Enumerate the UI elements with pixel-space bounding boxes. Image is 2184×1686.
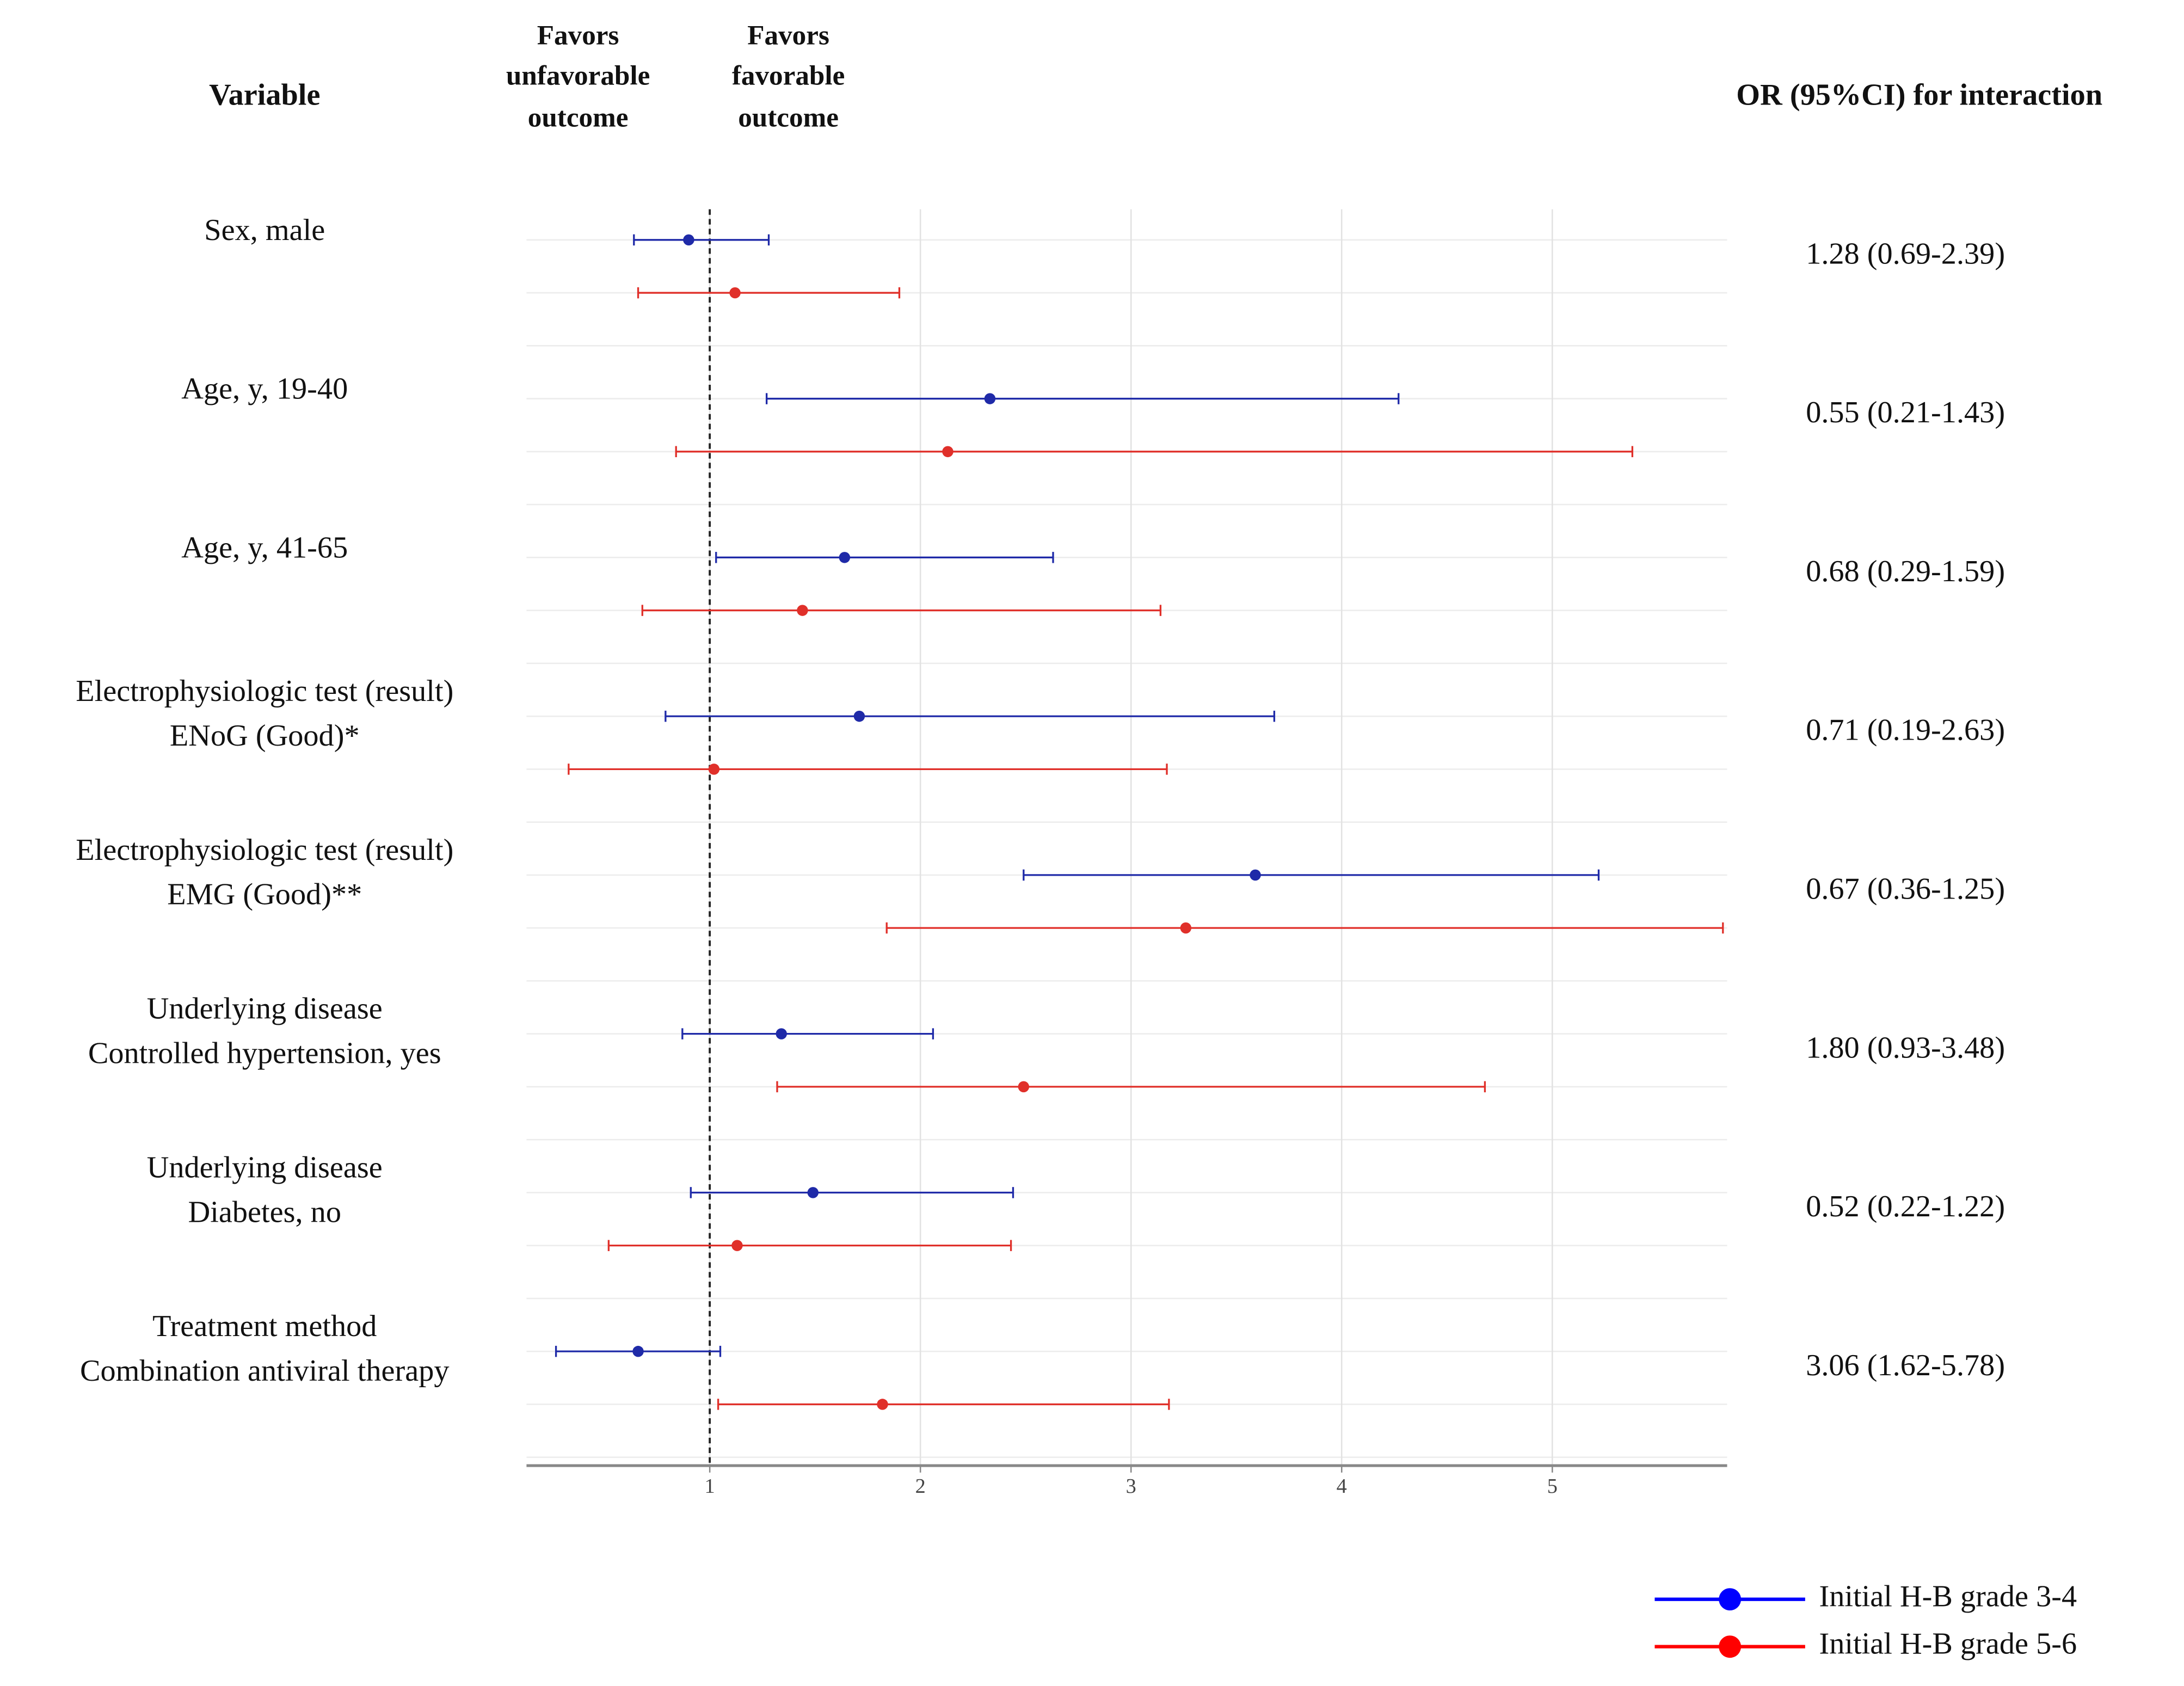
or-label: 3.06 (1.62-5.78) [1806, 1349, 2005, 1382]
right-header: outcome [738, 102, 839, 133]
or-label: 0.52 (0.22-1.22) [1806, 1190, 2005, 1223]
x-tick-label: 2 [915, 1475, 926, 1498]
point-estimate [839, 552, 851, 563]
point-estimate [797, 605, 808, 616]
right-header: favorable [732, 60, 845, 91]
category-label: Electrophysiologic test (result) [76, 833, 453, 867]
or-label: 0.67 (0.36-1.25) [1806, 872, 2005, 906]
category-label: Electrophysiologic test (result) [76, 674, 453, 708]
category-label: ENoG (Good)* [170, 719, 360, 753]
x-tick-label: 5 [1547, 1475, 1558, 1498]
or-header: OR (95%CI) for interaction [1736, 78, 2102, 112]
point-estimate [984, 393, 996, 404]
left-header: unfavorable [506, 60, 650, 91]
point-estimate [807, 1187, 819, 1198]
category-label: Age, y, 41-65 [181, 531, 348, 564]
category-label: Combination antiviral therapy [80, 1354, 450, 1388]
or-label: 0.55 (0.21-1.43) [1806, 396, 2005, 429]
legend-label: Initial H-B grade 5-6 [1819, 1627, 2077, 1661]
category-label: Underlying disease [147, 1150, 383, 1184]
point-estimate [877, 1399, 888, 1410]
point-estimate [1250, 869, 1261, 881]
category-label: Controlled hypertension, yes [88, 1036, 441, 1070]
point-estimate [1180, 922, 1192, 934]
legend-marker [1719, 1635, 1742, 1658]
or-label: 1.80 (0.93-3.48) [1806, 1031, 2005, 1064]
point-estimate [776, 1028, 787, 1039]
point-estimate [729, 287, 741, 299]
category-label: Sex, male [204, 213, 325, 247]
category-label: Diabetes, no [188, 1195, 341, 1229]
point-estimate [683, 234, 694, 246]
right-header: Favors [747, 20, 829, 51]
point-estimate [942, 446, 953, 458]
x-tick-label: 1 [705, 1475, 715, 1498]
left-header: outcome [528, 102, 629, 133]
variable-header: Variable [209, 78, 320, 112]
legend-marker [1719, 1588, 1742, 1611]
point-estimate [731, 1240, 743, 1251]
point-estimate [632, 1345, 644, 1357]
category-label: Underlying disease [147, 992, 383, 1026]
or-label: 1.28 (0.69-2.39) [1806, 237, 2005, 270]
or-label: 0.71 (0.19-2.63) [1806, 713, 2005, 747]
point-estimate [708, 764, 720, 775]
x-tick-label: 3 [1126, 1475, 1136, 1498]
point-estimate [853, 710, 865, 722]
left-header: Favors [537, 20, 619, 51]
category-label: Treatment method [152, 1309, 377, 1343]
category-label: EMG (Good)** [167, 878, 362, 912]
or-label: 0.68 (0.29-1.59) [1806, 555, 2005, 588]
point-estimate [1018, 1081, 1030, 1093]
legend-label: Initial H-B grade 3-4 [1819, 1580, 2077, 1614]
x-tick-label: 4 [1337, 1475, 1347, 1498]
category-label: Age, y, 19-40 [181, 372, 348, 406]
